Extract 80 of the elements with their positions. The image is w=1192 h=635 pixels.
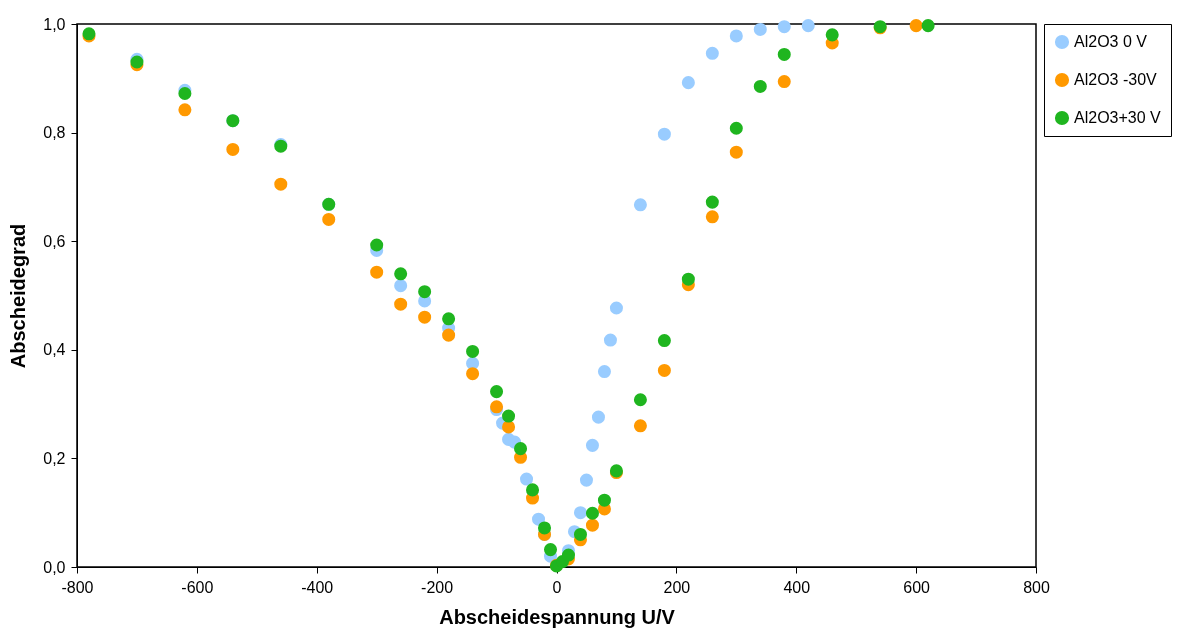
point [657,127,671,141]
y-tick-label: 0,6 [43,232,66,250]
point [442,312,456,326]
point [585,518,599,532]
point [532,512,546,526]
point [573,527,587,541]
x-tick-label: 400 [783,578,811,596]
point [909,19,923,33]
point [394,279,408,293]
point [633,393,647,407]
legend-label: Al2O3 -30V [1074,71,1158,88]
point [520,472,534,486]
point [226,142,240,156]
point [777,20,791,34]
point [657,334,671,348]
point [394,267,408,281]
point [585,438,599,452]
point [178,103,192,117]
point [561,548,576,562]
point [370,265,384,279]
point [466,344,480,358]
x-tick-label: -600 [181,578,214,596]
point [705,195,719,209]
legend-label: Al2O3 0 V [1074,33,1148,50]
point [322,212,336,226]
point [681,272,695,286]
point [537,521,552,535]
point [921,19,935,33]
point [178,87,192,101]
point [657,363,671,377]
x-tick-label: 200 [663,578,691,596]
point [633,198,647,212]
point [633,419,647,433]
point [597,365,611,379]
point [753,22,767,36]
x-tick-label: -400 [301,578,334,596]
point [274,177,288,191]
point [543,543,558,557]
point [729,29,743,43]
point [490,385,504,399]
legend-label: Al2O3+30 V [1074,109,1162,126]
point [591,410,605,424]
point [573,506,587,520]
point [729,121,743,135]
x-axis-title: Abscheidespannung U/V [439,605,676,628]
x-tick-label: 800 [1023,578,1050,596]
point [705,46,719,60]
point [597,493,611,507]
y-tick-label: 0,0 [43,558,66,576]
point [603,333,617,347]
point [801,19,815,33]
point [777,47,791,61]
point [442,328,456,342]
point [370,238,384,252]
point [729,145,743,159]
point [705,210,719,224]
point [502,420,516,434]
point [681,76,695,90]
point [609,301,623,315]
x-tick-label: 0 [552,578,562,596]
point [514,442,528,456]
y-tick-label: 1,0 [43,15,66,33]
point [502,409,516,423]
y-tick-label: 0,4 [43,341,66,359]
point [585,506,599,520]
point [825,28,839,42]
y-axis-title: Abscheidegrad [7,223,30,369]
point [777,75,791,89]
point [526,483,540,497]
x-tick-label: -200 [421,578,454,596]
x-tick-label: 600 [903,578,931,596]
x-tick-label: -800 [61,578,94,596]
point [466,367,480,381]
point [579,473,593,487]
point [753,79,767,93]
y-tick-label: 0,8 [43,124,66,142]
point [418,310,432,324]
point [394,297,408,311]
point [418,285,432,299]
y-tick-label: 0,2 [43,449,66,467]
